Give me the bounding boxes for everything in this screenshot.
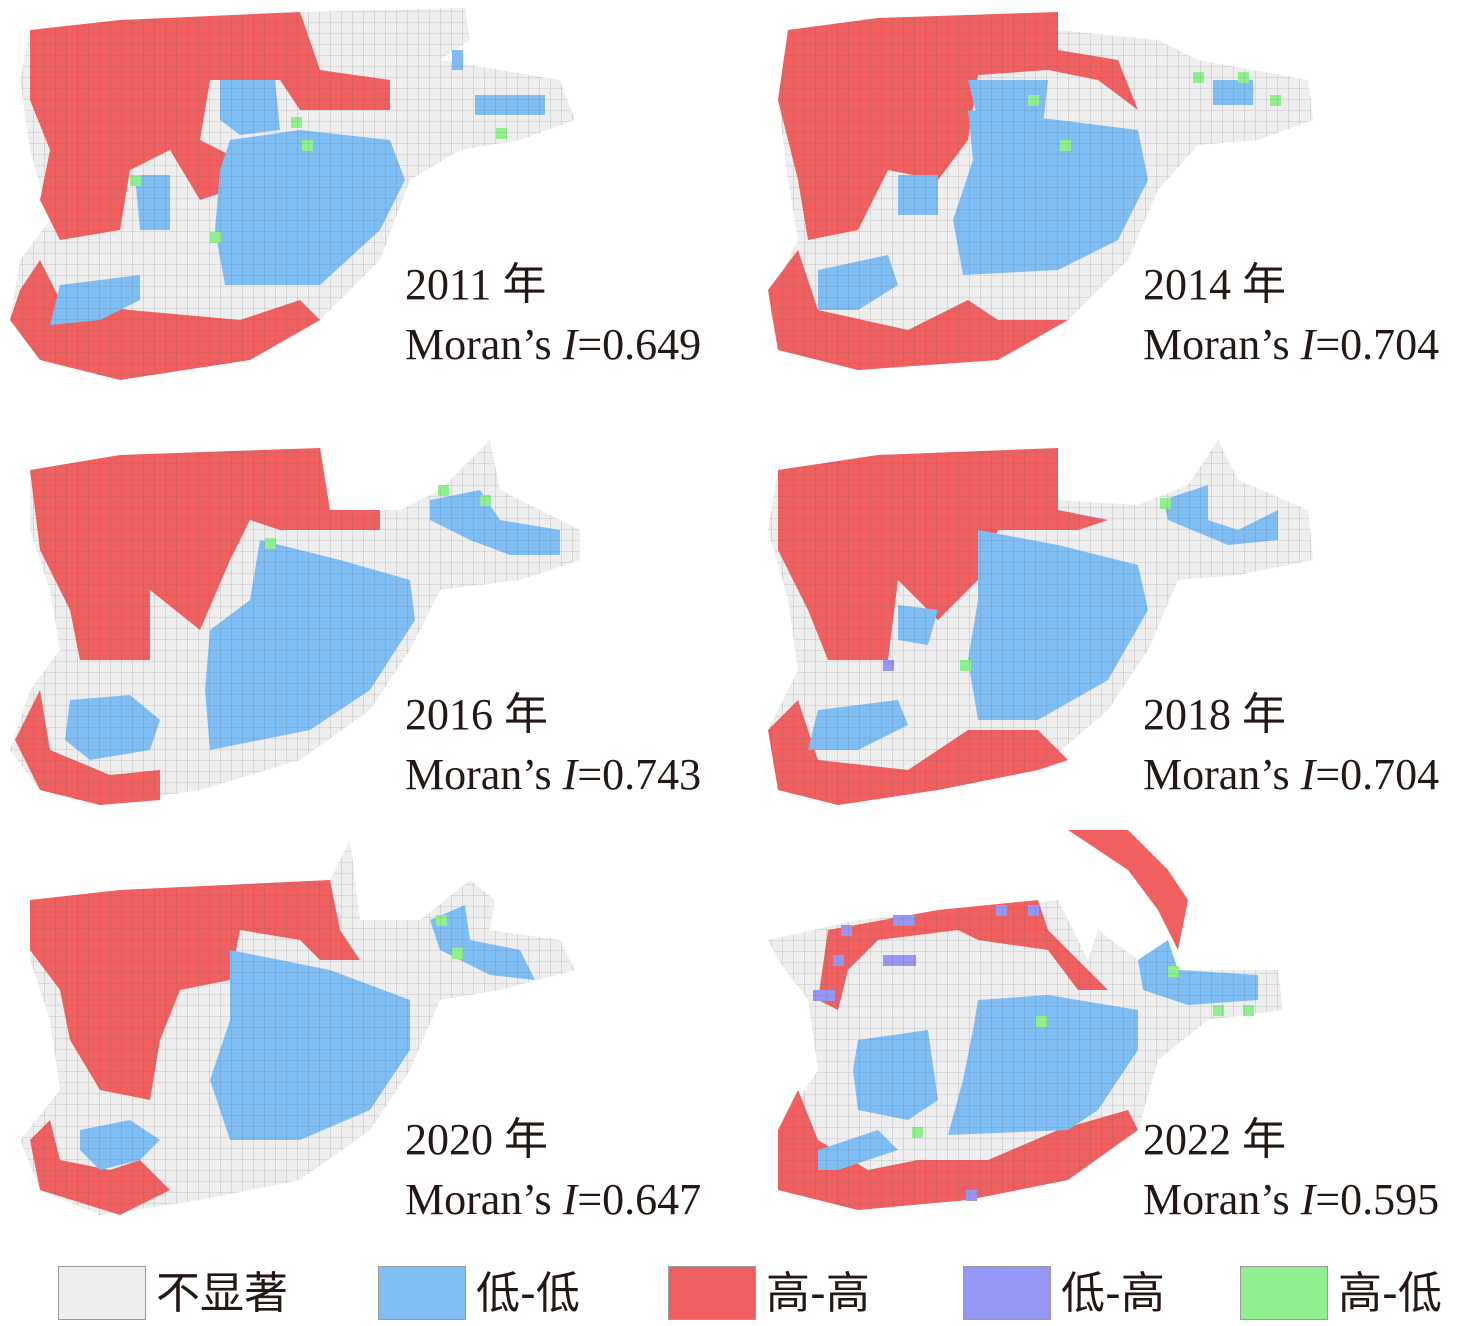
panel-caption: 2011 年 Moran’s I=0.649 bbox=[405, 255, 701, 375]
moran-value: =0.743 bbox=[577, 750, 702, 799]
year-label: 2016 年 bbox=[405, 690, 548, 739]
moran-value: =0.704 bbox=[1315, 750, 1440, 799]
year-label: 2011 年 bbox=[405, 260, 547, 309]
grid-overlay bbox=[768, 900, 1283, 1210]
legend-swatch bbox=[58, 1266, 146, 1320]
moran-symbol: I bbox=[1300, 320, 1316, 369]
moran-symbol: I bbox=[562, 750, 578, 799]
grid-overlay bbox=[10, 440, 580, 805]
moran-label: Moran’s I=0.704 bbox=[1143, 315, 1439, 375]
moran-prefix: Moran’s bbox=[405, 1175, 563, 1224]
moran-prefix: Moran’s bbox=[1143, 1175, 1301, 1224]
panel-caption: 2018 年 Moran’s I=0.704 bbox=[1143, 685, 1439, 805]
map-panel-2014: 2014 年 Moran’s I=0.704 bbox=[738, 0, 1476, 420]
moran-symbol: I bbox=[562, 320, 578, 369]
moran-label: Moran’s I=0.647 bbox=[405, 1170, 701, 1230]
moran-symbol: I bbox=[1300, 750, 1316, 799]
legend-label: 高-高 bbox=[766, 1268, 870, 1319]
moran-symbol: I bbox=[1300, 1175, 1316, 1224]
moran-label: Moran’s I=0.595 bbox=[1143, 1170, 1439, 1230]
year-label: 2020 年 bbox=[405, 1115, 548, 1164]
grid-overlay bbox=[768, 12, 1313, 370]
legend-label: 低-高 bbox=[1061, 1268, 1165, 1319]
year-label: 2022 年 bbox=[1143, 1115, 1286, 1164]
panel-caption: 2014 年 Moran’s I=0.704 bbox=[1143, 255, 1439, 375]
moran-value: =0.649 bbox=[577, 320, 702, 369]
lisa-cluster-map-2014 bbox=[768, 12, 1313, 370]
high-high-region-ne bbox=[1068, 830, 1188, 950]
moran-prefix: Moran’s bbox=[405, 320, 563, 369]
moran-label: Moran’s I=0.743 bbox=[405, 745, 701, 805]
legend-swatch bbox=[963, 1266, 1051, 1320]
moran-value: =0.647 bbox=[577, 1175, 702, 1224]
lisa-cluster-map-2018 bbox=[768, 440, 1313, 805]
moran-prefix: Moran’s bbox=[1143, 750, 1301, 799]
map-panel-2020: 2020 年 Moran’s I=0.647 bbox=[0, 840, 738, 1260]
lisa-cluster-map-2016 bbox=[10, 440, 580, 805]
panel-caption: 2016 年 Moran’s I=0.743 bbox=[405, 685, 701, 805]
moran-value: =0.704 bbox=[1315, 320, 1440, 369]
map-panel-2018: 2018 年 Moran’s I=0.704 bbox=[738, 430, 1476, 850]
lisa-cluster-map-2022 bbox=[768, 830, 1283, 1210]
legend: 不显著 低-低 高-高 低-高 高-低 bbox=[58, 1266, 1468, 1322]
map-panel-2022: 2022 年 Moran’s I=0.595 bbox=[738, 830, 1476, 1250]
moran-symbol: I bbox=[562, 1175, 578, 1224]
low-low-cell-ne bbox=[452, 50, 463, 70]
legend-swatch bbox=[1240, 1266, 1328, 1320]
grid-overlay bbox=[768, 440, 1313, 805]
grid-overlay bbox=[10, 8, 575, 380]
legend-swatch bbox=[668, 1266, 756, 1320]
map-panel-2011: 2011 年 Moran’s I=0.649 bbox=[0, 0, 738, 420]
year-label: 2018 年 bbox=[1143, 690, 1286, 739]
legend-swatch bbox=[378, 1266, 466, 1320]
grid-overlay bbox=[20, 840, 575, 1215]
legend-label: 高-低 bbox=[1338, 1268, 1442, 1319]
legend-label: 低-低 bbox=[476, 1268, 580, 1319]
lisa-cluster-map-2011 bbox=[10, 8, 575, 380]
panel-caption: 2022 年 Moran’s I=0.595 bbox=[1143, 1110, 1439, 1230]
moran-prefix: Moran’s bbox=[405, 750, 563, 799]
moran-prefix: Moran’s bbox=[1143, 320, 1301, 369]
lisa-cluster-map-2020 bbox=[20, 840, 575, 1215]
legend-label: 不显著 bbox=[156, 1268, 288, 1319]
moran-label: Moran’s I=0.649 bbox=[405, 315, 701, 375]
map-panel-2016: 2016 年 Moran’s I=0.743 bbox=[0, 430, 738, 850]
panel-caption: 2020 年 Moran’s I=0.647 bbox=[405, 1110, 701, 1230]
moran-value: =0.595 bbox=[1315, 1175, 1440, 1224]
moran-label: Moran’s I=0.704 bbox=[1143, 745, 1439, 805]
year-label: 2014 年 bbox=[1143, 260, 1286, 309]
